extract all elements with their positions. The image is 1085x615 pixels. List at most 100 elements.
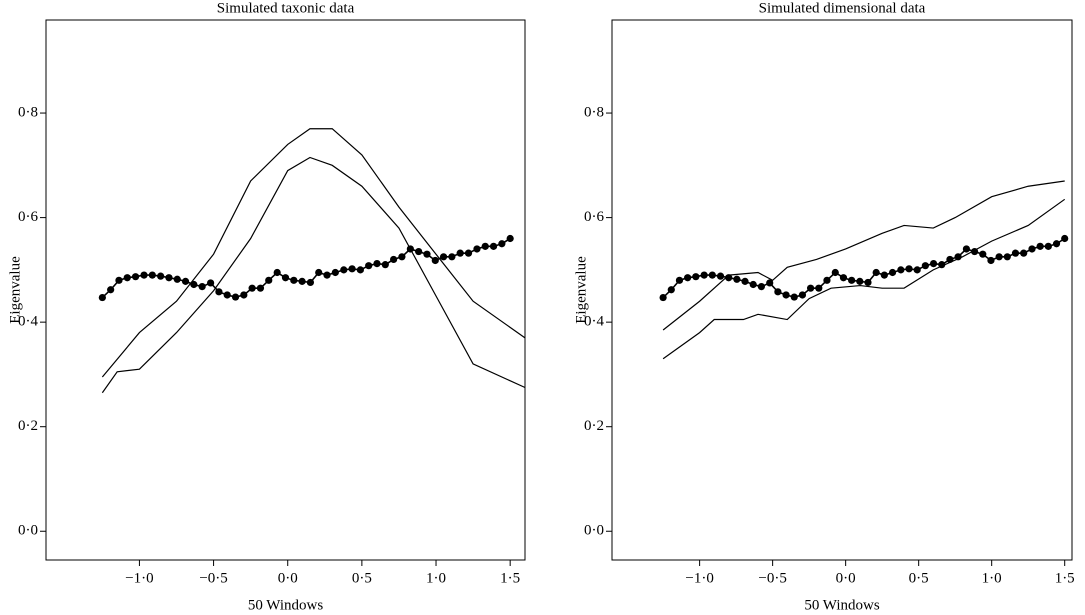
data-point [448, 253, 456, 261]
data-point [864, 278, 872, 287]
data-point [323, 271, 331, 279]
data-point [165, 274, 173, 282]
data-point [856, 277, 864, 285]
data-point [1061, 234, 1069, 243]
data-point [157, 272, 165, 280]
data-point [506, 234, 514, 243]
data-point [684, 274, 692, 282]
data-point [880, 271, 888, 279]
data-point [281, 274, 290, 282]
data-point [954, 253, 962, 261]
data-point [406, 245, 414, 253]
data-point [456, 249, 464, 257]
y-tick-label: 0·8 [584, 104, 604, 120]
data-point [390, 255, 398, 264]
data-point [256, 284, 265, 292]
data-point [207, 279, 215, 287]
data-point [240, 291, 248, 299]
data-point [888, 268, 897, 277]
data-point [331, 268, 339, 277]
data-point [223, 291, 231, 299]
data-point [498, 240, 506, 248]
y-tick-label: 0·2 [584, 418, 604, 434]
data-point [962, 245, 971, 253]
data-point [716, 272, 725, 280]
data-point [995, 253, 1003, 261]
y-tick-label: 0·2 [18, 418, 38, 434]
x-tick-label: −0·5 [199, 570, 227, 586]
data-point [897, 266, 905, 274]
data-point [248, 284, 256, 292]
plot-frame [45, 19, 526, 561]
data-point [938, 261, 946, 269]
data-point [946, 255, 954, 264]
data-point [831, 268, 839, 277]
chart-title: Simulated taxonic data [217, 0, 355, 16]
data-point [173, 275, 181, 283]
y-tick-label: 0·8 [18, 104, 38, 120]
data-point [970, 247, 979, 256]
series-line [101, 156, 526, 394]
data-point [790, 293, 798, 301]
y-tick-label: 0·6 [584, 209, 604, 225]
y-tick-label: 0·4 [584, 314, 604, 330]
data-point [749, 280, 757, 289]
data-point [774, 288, 782, 296]
series-line [662, 198, 1066, 360]
y-tick-label: 0·6 [18, 209, 38, 225]
data-point [733, 275, 741, 283]
data-point [356, 266, 364, 274]
data-point [913, 266, 921, 274]
data-point [823, 276, 831, 284]
data-point [921, 262, 929, 270]
data-point [782, 291, 790, 299]
x-tick-label: 0·5 [909, 570, 929, 586]
data-point [131, 273, 140, 281]
y-tick-label: 0·0 [584, 523, 604, 539]
data-point [423, 250, 431, 258]
series-line [101, 128, 526, 378]
data-point [708, 271, 716, 279]
data-point [757, 283, 765, 291]
data-point [348, 265, 356, 273]
y-axis-label: Eigenvalue [7, 256, 23, 324]
data-point [1003, 253, 1011, 261]
x-tick-label: 0·5 [352, 570, 372, 586]
x-tick-label: 1·5 [500, 570, 520, 586]
data-point [190, 280, 198, 289]
data-point [306, 278, 315, 287]
series-line [662, 237, 1066, 299]
data-point [198, 283, 206, 291]
data-point [692, 273, 700, 281]
x-tick-label: 1·5 [1055, 570, 1075, 586]
data-point [464, 249, 473, 257]
data-point [181, 277, 190, 285]
data-point [929, 260, 938, 268]
x-tick-label: 0·0 [278, 570, 298, 586]
data-point [123, 274, 131, 282]
data-point [398, 253, 406, 261]
data-point [1036, 242, 1044, 250]
x-tick-label: 1·0 [426, 570, 446, 586]
data-point [1052, 240, 1061, 248]
data-point [905, 265, 913, 273]
data-point [315, 268, 323, 277]
data-point [667, 286, 675, 294]
y-tick-label: 0·0 [18, 523, 38, 539]
data-point [265, 276, 273, 284]
data-point [741, 277, 749, 285]
data-point [231, 293, 240, 301]
data-point [107, 286, 115, 294]
data-point [439, 253, 448, 261]
data-point [215, 288, 223, 296]
data-point [98, 293, 106, 302]
x-axis-label: 50 Windows [248, 597, 324, 613]
x-tick-label: −1·0 [125, 570, 153, 586]
data-point [815, 284, 823, 292]
data-point [415, 247, 423, 256]
data-point [987, 256, 995, 265]
data-point [839, 274, 848, 282]
data-point [979, 250, 987, 258]
